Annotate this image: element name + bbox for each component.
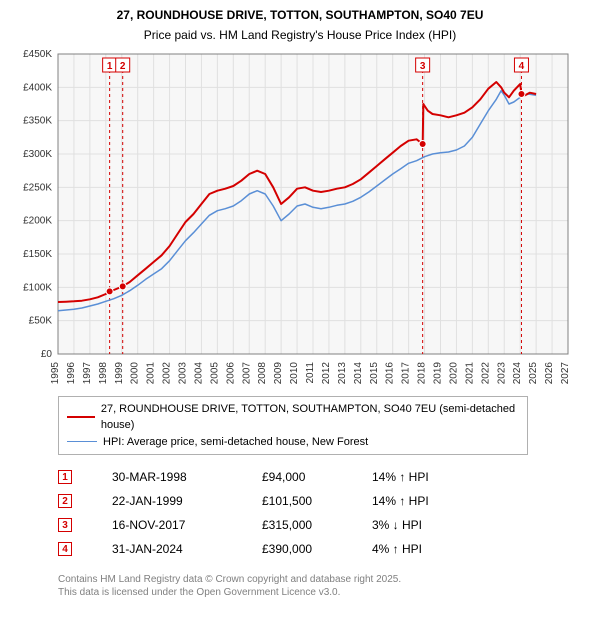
svg-text:2011: 2011 — [305, 361, 316, 383]
sale-marker-icon: 4 — [58, 542, 72, 556]
svg-text:2024: 2024 — [512, 361, 523, 384]
sales-table: 1 30-MAR-1998£94,00014% ↑ HPI 2 22-JAN-1999… — [58, 465, 590, 561]
svg-text:2010: 2010 — [289, 361, 300, 384]
svg-text:2007: 2007 — [241, 361, 252, 384]
sale-price: £390,000 — [262, 542, 372, 556]
svg-text:£300K: £300K — [23, 149, 52, 160]
svg-text:2025: 2025 — [528, 361, 539, 384]
sale-marker-icon: 2 — [58, 494, 72, 508]
svg-text:£350K: £350K — [23, 115, 52, 126]
svg-text:2020: 2020 — [448, 361, 459, 384]
legend-item: HPI: Average price, semi-detached house,… — [67, 434, 519, 451]
sale-date: 30-MAR-1998 — [112, 470, 262, 484]
sale-row: 4 31-JAN-2024£390,0004% ↑ HPI — [58, 537, 590, 561]
svg-text:2023: 2023 — [496, 361, 507, 384]
sale-price: £94,000 — [262, 470, 372, 484]
svg-text:4: 4 — [519, 61, 525, 72]
svg-text:2022: 2022 — [480, 361, 491, 384]
svg-text:£150K: £150K — [23, 249, 52, 260]
svg-text:2004: 2004 — [193, 361, 204, 384]
svg-text:£50K: £50K — [29, 315, 53, 326]
svg-text:2016: 2016 — [385, 361, 396, 384]
svg-text:£200K: £200K — [23, 215, 52, 226]
svg-text:2027: 2027 — [560, 361, 571, 384]
sale-row: 2 22-JAN-1999£101,50014% ↑ HPI — [58, 489, 590, 513]
svg-text:1: 1 — [107, 61, 113, 72]
sale-delta: 4% ↑ HPI — [372, 542, 492, 556]
svg-text:2018: 2018 — [417, 361, 428, 384]
svg-text:2019: 2019 — [433, 361, 444, 384]
sale-delta: 3% ↓ HPI — [372, 518, 492, 532]
svg-text:1998: 1998 — [98, 361, 109, 384]
svg-text:£100K: £100K — [23, 282, 52, 293]
svg-text:2003: 2003 — [178, 361, 189, 384]
svg-text:2014: 2014 — [353, 361, 364, 384]
chart-subtitle: Price paid vs. HM Land Registry's House … — [10, 28, 590, 42]
svg-text:2013: 2013 — [337, 361, 348, 384]
footer-line2: This data is licensed under the Open Gov… — [58, 586, 590, 599]
sale-date: 22-JAN-1999 — [112, 494, 262, 508]
svg-text:2015: 2015 — [369, 361, 380, 384]
svg-text:£250K: £250K — [23, 182, 52, 193]
sale-marker-icon: 1 — [58, 470, 72, 484]
svg-text:2005: 2005 — [209, 361, 220, 384]
legend: 27, ROUNDHOUSE DRIVE, TOTTON, SOUTHAMPTO… — [58, 396, 528, 456]
svg-text:£400K: £400K — [23, 82, 52, 93]
sale-date: 16-NOV-2017 — [112, 518, 262, 532]
svg-text:1999: 1999 — [114, 361, 125, 384]
chart-title: 27, ROUNDHOUSE DRIVE, TOTTON, SOUTHAMPTO… — [10, 8, 590, 24]
svg-text:£450K: £450K — [23, 49, 52, 60]
svg-text:1995: 1995 — [50, 361, 61, 384]
svg-text:2021: 2021 — [464, 361, 475, 384]
svg-text:2001: 2001 — [146, 361, 157, 384]
footer-line1: Contains HM Land Registry data © Crown c… — [58, 573, 590, 586]
svg-text:2017: 2017 — [401, 361, 412, 384]
svg-text:2002: 2002 — [162, 361, 173, 384]
line-chart-svg: £0 £50K £100K £150K £200K £250K £300K £350K £400… — [10, 48, 590, 388]
footer-attribution: Contains HM Land Registry data © Crown c… — [58, 573, 590, 599]
legend-item: 27, ROUNDHOUSE DRIVE, TOTTON, SOUTHAMPTO… — [67, 401, 519, 434]
legend-swatch — [67, 441, 97, 442]
sale-delta: 14% ↑ HPI — [372, 470, 492, 484]
sale-price: £315,000 — [262, 518, 372, 532]
svg-text:2012: 2012 — [321, 361, 332, 384]
svg-text:1997: 1997 — [82, 361, 93, 384]
legend-label: HPI: Average price, semi-detached house,… — [103, 434, 368, 451]
sale-row: 3 16-NOV-2017£315,0003% ↓ HPI — [58, 513, 590, 537]
chart-container: 27, ROUNDHOUSE DRIVE, TOTTON, SOUTHAMPTO… — [0, 0, 600, 607]
svg-text:2009: 2009 — [273, 361, 284, 384]
svg-text:3: 3 — [420, 61, 426, 72]
sale-marker-icon: 3 — [58, 518, 72, 532]
svg-text:£0: £0 — [41, 349, 53, 360]
svg-text:2: 2 — [120, 61, 126, 72]
svg-text:2026: 2026 — [544, 361, 555, 384]
legend-swatch — [67, 416, 95, 418]
sale-date: 31-JAN-2024 — [112, 542, 262, 556]
chart-plot-area: £0 £50K £100K £150K £200K £250K £300K £350K £400… — [10, 48, 590, 388]
legend-label: 27, ROUNDHOUSE DRIVE, TOTTON, SOUTHAMPTO… — [101, 401, 519, 434]
sale-row: 1 30-MAR-1998£94,00014% ↑ HPI — [58, 465, 590, 489]
svg-text:2000: 2000 — [130, 361, 141, 384]
sale-price: £101,500 — [262, 494, 372, 508]
svg-text:2008: 2008 — [257, 361, 268, 384]
sale-delta: 14% ↑ HPI — [372, 494, 492, 508]
svg-text:2006: 2006 — [225, 361, 236, 384]
svg-text:1996: 1996 — [66, 361, 77, 384]
